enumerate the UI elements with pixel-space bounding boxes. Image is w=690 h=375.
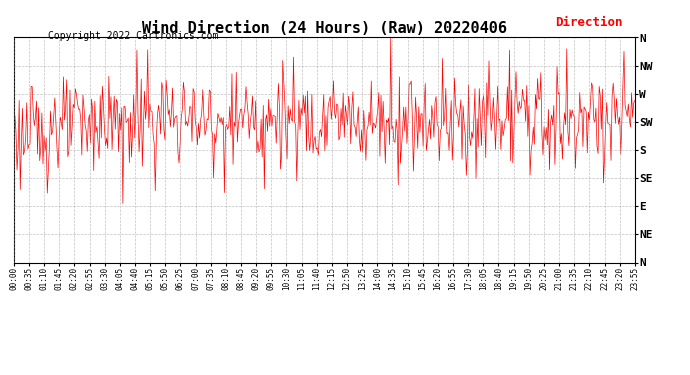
Text: Direction: Direction [555,15,622,28]
Text: Copyright 2022 Cartronics.com: Copyright 2022 Cartronics.com [48,32,219,41]
Title: Wind Direction (24 Hours) (Raw) 20220406: Wind Direction (24 Hours) (Raw) 20220406 [142,21,506,36]
